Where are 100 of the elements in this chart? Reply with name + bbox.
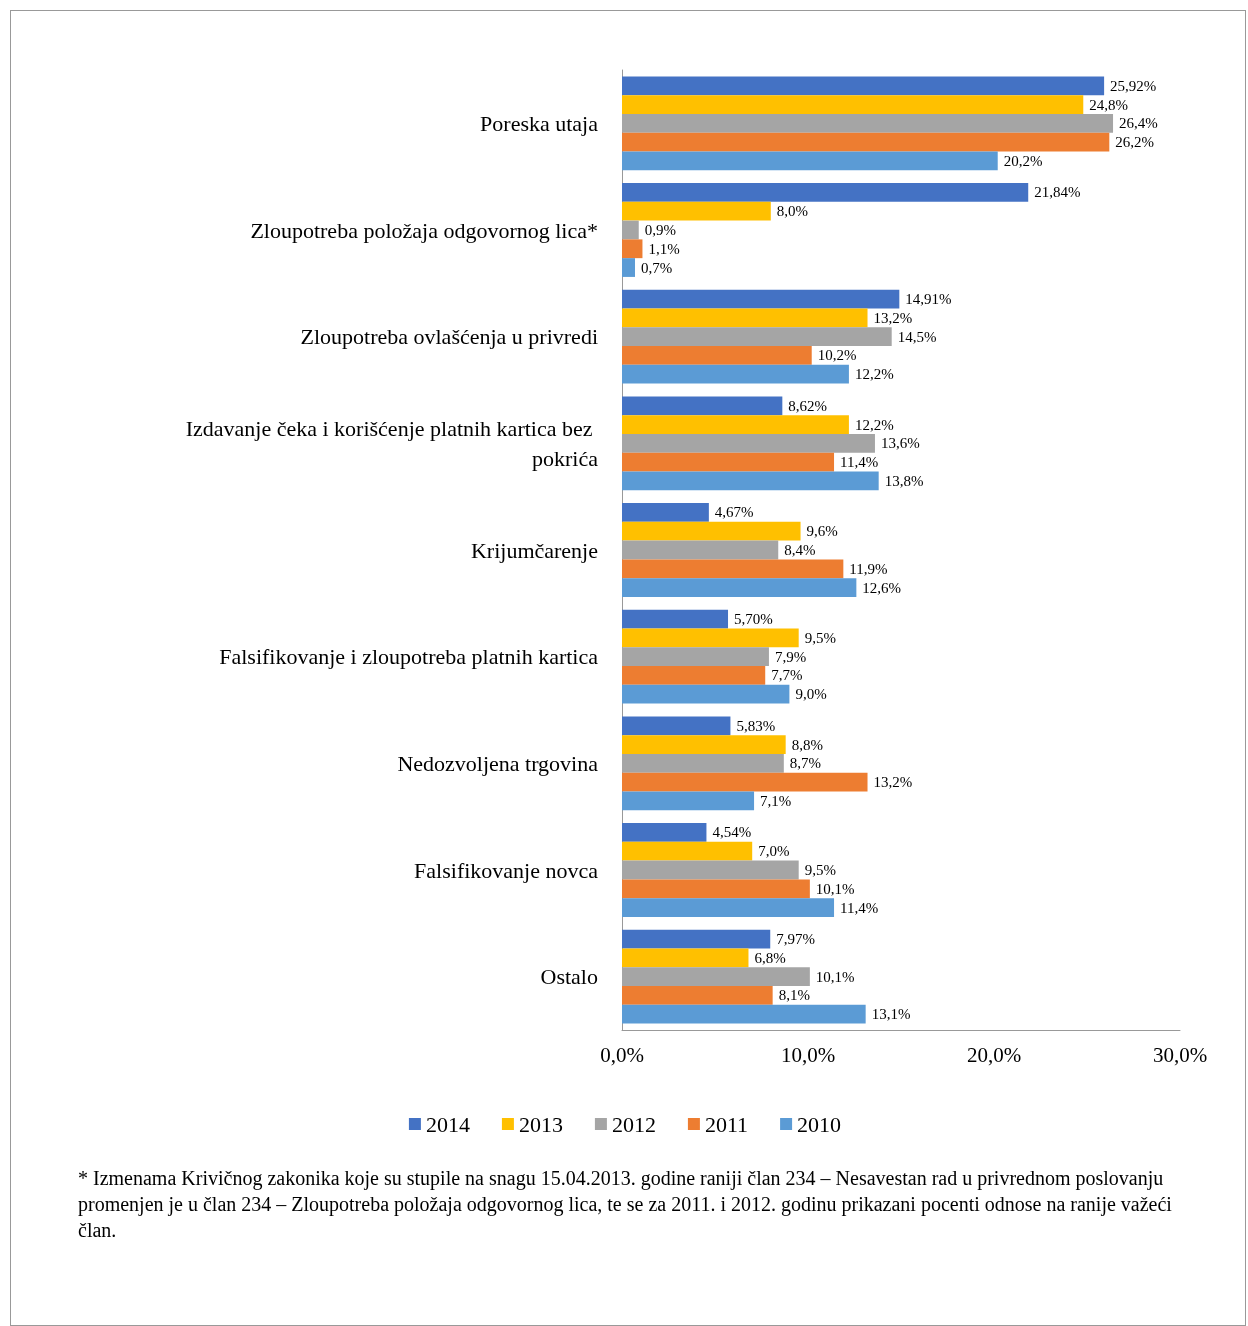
data-label: 20,2% [1003,152,1043,169]
legend-label: 2011 [704,1111,749,1137]
data-label: 12,6% [862,579,902,596]
data-label: 10,1% [815,880,855,897]
bar [622,346,812,365]
bar [622,308,868,328]
x-tick-label: 30,0% [1152,1042,1208,1067]
data-label: 13,8% [884,472,924,489]
data-label: 5,70% [734,611,773,628]
data-label: 9,6% [806,523,838,540]
bar [622,647,769,667]
data-label: 8,8% [791,736,823,753]
data-label: 0,9% [644,222,676,238]
data-label: 0,7% [641,259,673,276]
bar [622,578,857,597]
text: * Izmenama Krivičnog zakonika koje su stupile na snagu 15.04.2013. godine raniji član 234 – Nesavestan rad u privrednom poslovanju promenjen je u član 234 – Zloupotreba položaja odgovornog lica, te se za 2011. i 2012. godinu prikazani pocenti odnose na ranije važeći član. [78,1166,1173,1243]
data-label: 8,62% [788,397,828,414]
y-tick-label: Izdavanje čeka i korišćenje platnih kartica bez pokrića [185,415,599,471]
data-label: 12,2% [854,416,894,433]
bar [622,879,810,899]
bar [622,540,779,560]
bar [622,521,801,541]
bar [622,716,731,736]
y-tick-label: Krijumčarenje [470,537,598,563]
data-label: 21,84% [1034,184,1081,201]
data-label: 26,2% [1115,134,1155,151]
legend-label: 2014 [425,1111,470,1137]
bar [622,929,771,949]
data-label: 25,92% [1110,77,1157,94]
data-label: 13,2% [873,774,913,791]
data-label: 6,8% [754,949,786,966]
bar [622,948,749,968]
data-label: 11,4% [840,454,879,471]
bar [622,258,636,277]
data-label: 7,7% [771,667,803,684]
bar [622,95,1084,114]
legend-label: 2013 [518,1111,563,1137]
data-label: 12,2% [854,366,894,383]
bar [622,772,868,792]
y-tick-label: Ostalo [540,964,598,990]
x-tick-label: 0,0% [600,1042,644,1067]
legend-label: 2012 [611,1111,656,1137]
bar [622,791,755,811]
data-label: 13,6% [880,435,920,452]
bar [622,220,639,240]
data-label: 11,9% [849,560,888,577]
data-label: 7,9% [774,648,807,665]
data-label: 14,91% [905,291,952,308]
bar [622,452,835,472]
data-label: 10,1% [815,968,855,985]
y-tick-label: Poreska utaja [480,110,599,136]
bar [622,666,766,685]
bar [622,132,1110,152]
bar [622,609,729,629]
bar [622,823,707,842]
data-label: 9,0% [795,686,827,703]
data-label: 11,4% [840,899,879,916]
bar [622,415,849,434]
bar [622,753,784,773]
bar [622,239,643,259]
bar [622,327,892,347]
data-label: 8,1% [778,987,810,1004]
x-tick-label: 10,0% [780,1042,836,1067]
bar [622,396,783,416]
data-label: 9,5% [804,862,836,878]
y-tick-label: Falsifikovanje i zloupotreba platnih kartica [219,644,599,670]
bar [622,151,998,171]
bar [622,735,786,754]
legend-label: 2010 [797,1111,842,1137]
bar [622,967,810,987]
bar [622,289,900,309]
data-label: 9,5% [804,629,836,646]
bar [622,76,1105,96]
bar [622,559,844,579]
bar [622,898,835,917]
bar [622,201,771,221]
data-label: 1,1% [648,240,680,257]
data-label: 7,1% [760,792,792,809]
y-tick-label: Zloupotreba ovlašćenja u privredi [300,324,598,350]
bar [622,183,1029,202]
data-label: 8,7% [789,755,822,772]
data-label: 14,5% [897,328,937,345]
y-tick-label: Falsifikovanje novca [414,857,599,883]
data-label: 13,1% [871,1006,911,1023]
bar [622,986,773,1005]
data-label: 8,4% [784,542,816,558]
data-label: 13,2% [873,309,913,326]
bar [622,364,849,384]
bar [622,471,879,491]
data-label: 7,97% [776,931,815,948]
y-tick-label: Zloupotreba položaja odgovornog lica* [250,217,598,243]
bar [622,684,790,704]
data-label: 24,8% [1089,96,1129,113]
bar [622,841,753,861]
bar [622,860,799,880]
data-label: 8,0% [776,203,809,220]
data-label: 10,2% [817,347,857,364]
data-label: 26,4% [1119,115,1158,132]
data-label: 4,67% [714,504,754,521]
bar [622,433,875,453]
